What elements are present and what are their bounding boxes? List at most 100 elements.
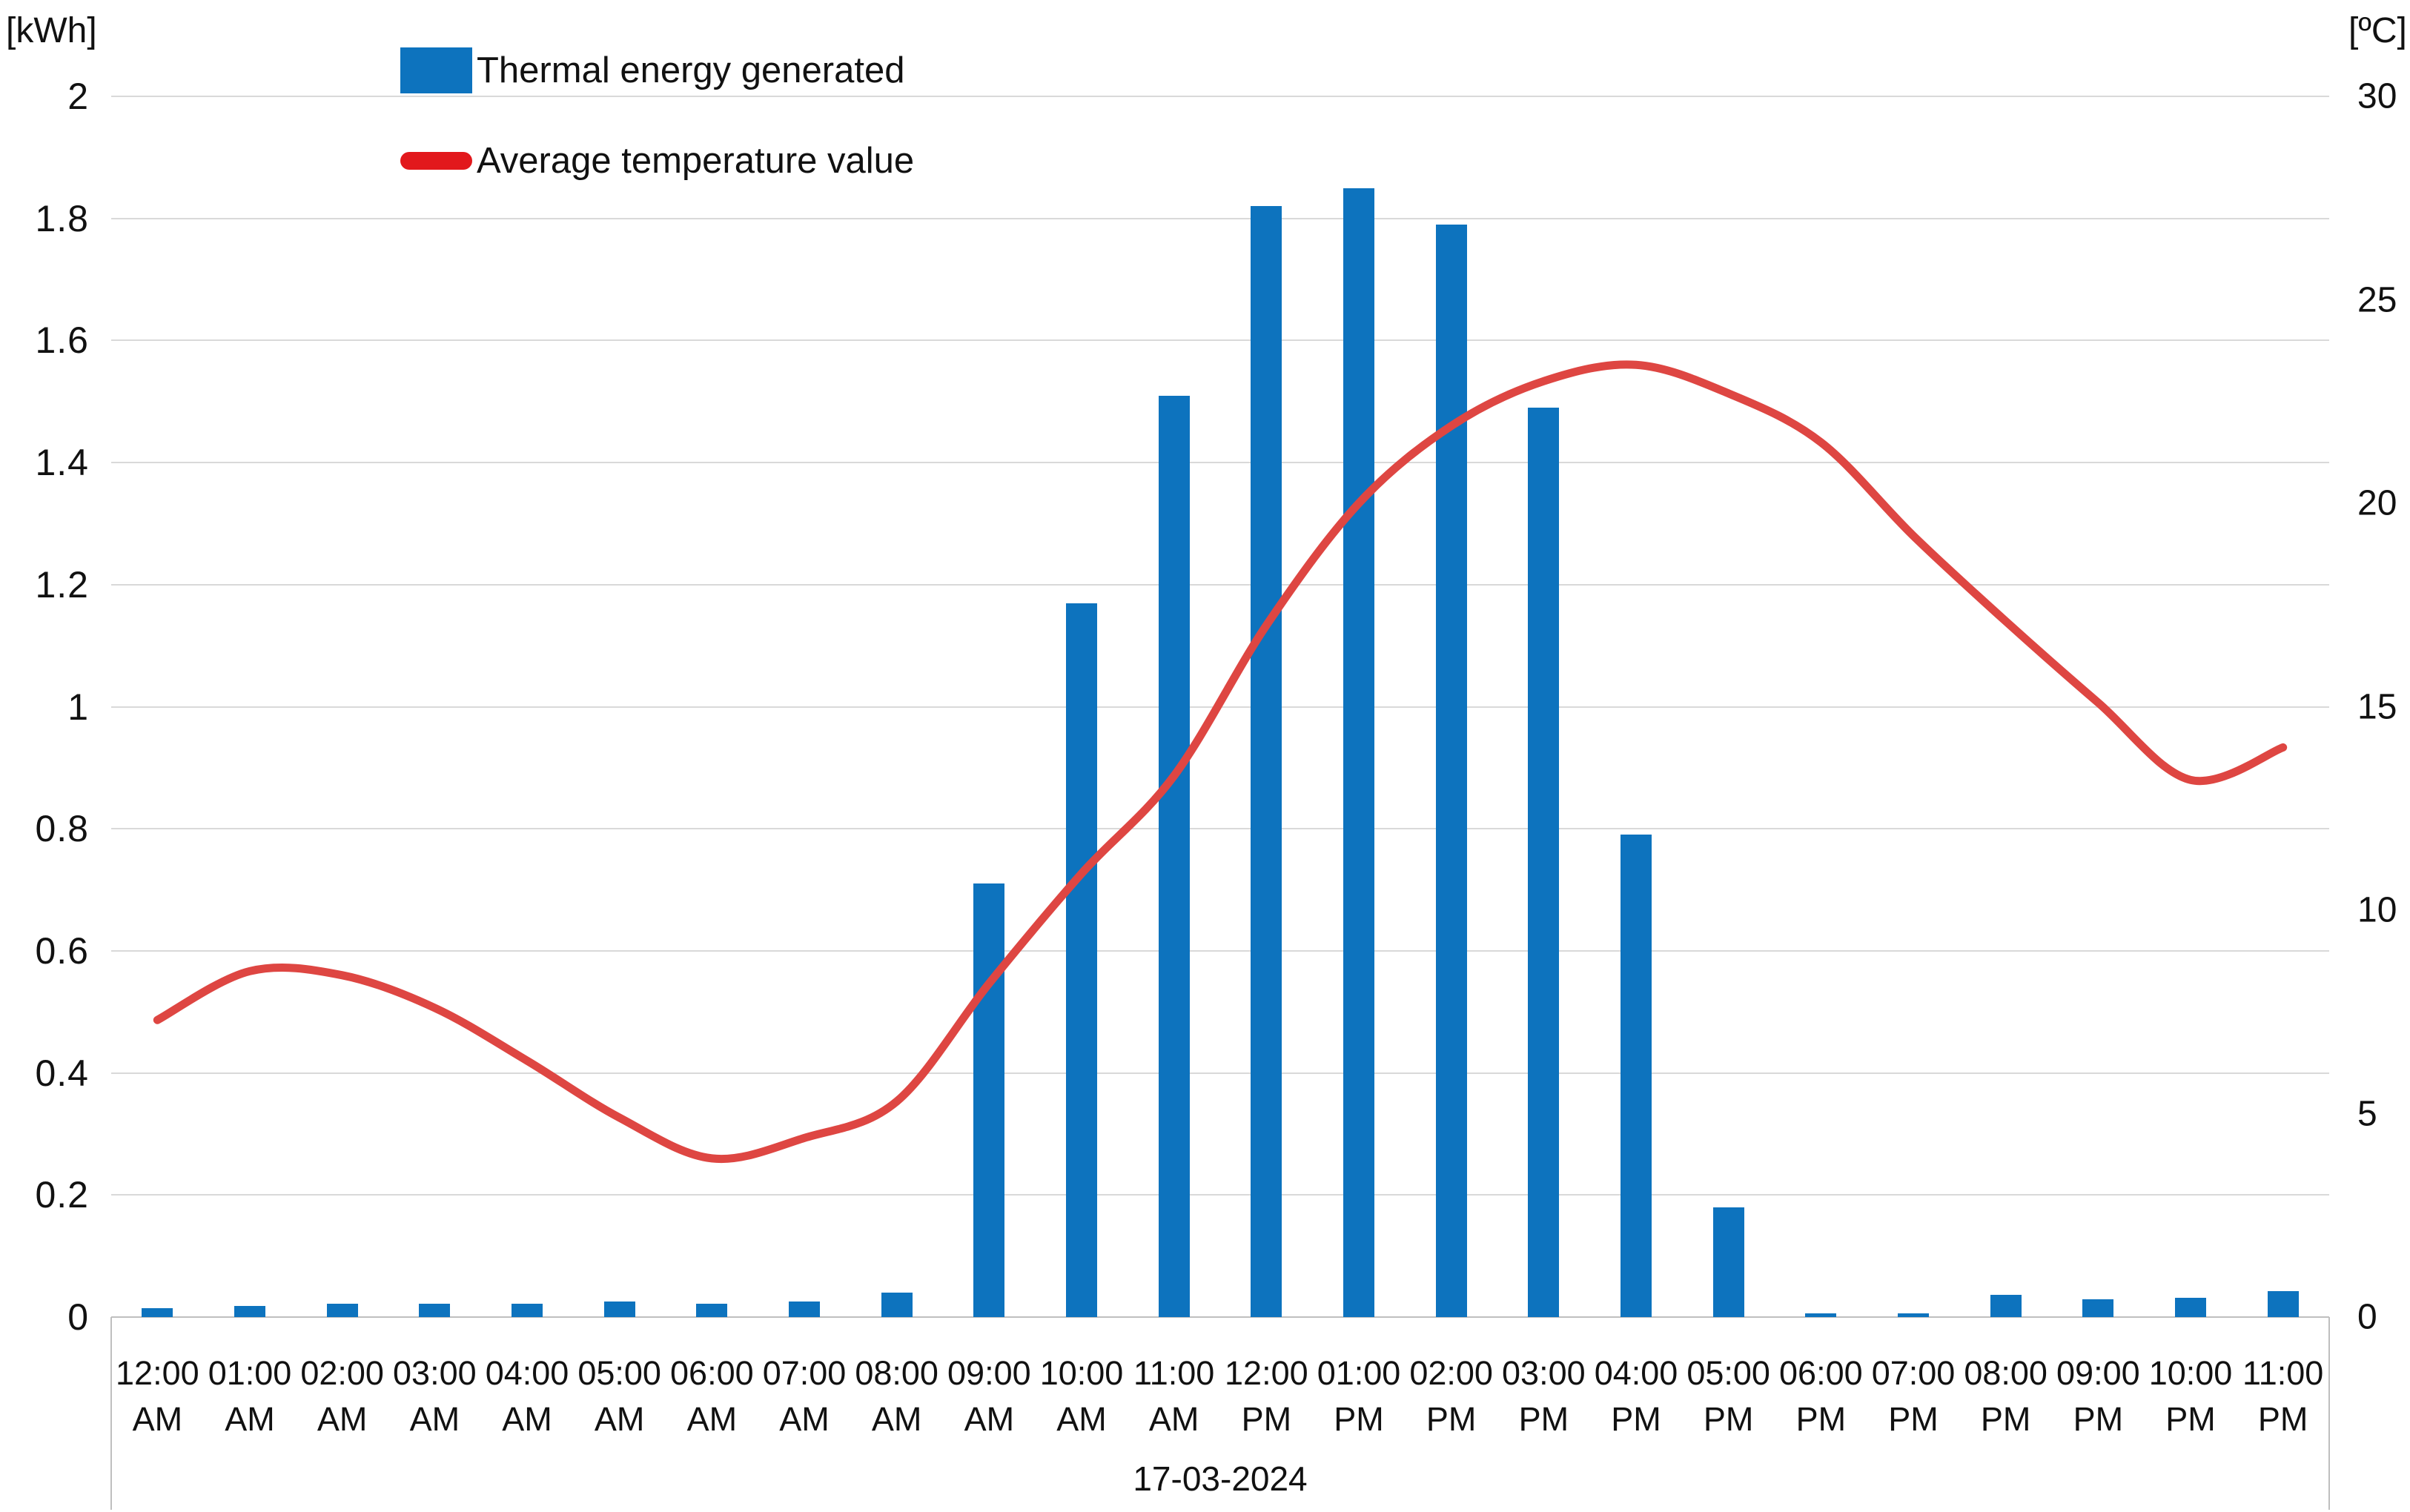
left-axis-tick: 1 (67, 686, 89, 728)
x-label-meridiem: AM (502, 1400, 552, 1438)
legend-label: Average temperature value (477, 141, 915, 181)
x-label-meridiem: PM (1980, 1400, 2031, 1438)
category-axis-border (2328, 1317, 2330, 1510)
x-axis-label: 12:00 AM (116, 1350, 199, 1442)
x-label-time: 03:00 (393, 1354, 477, 1392)
x-label-meridiem: PM (1518, 1400, 1569, 1438)
x-label-meridiem: PM (1703, 1400, 1754, 1438)
gridline (111, 1316, 2329, 1318)
x-axis-label: 04:00 AM (486, 1350, 569, 1442)
right-axis-tick: 0 (2357, 1297, 2377, 1337)
bar (1805, 1313, 1837, 1317)
x-label-meridiem: AM (132, 1400, 183, 1438)
bar (1621, 835, 1652, 1317)
right-axis-tick: 30 (2357, 76, 2397, 116)
bar (142, 1307, 173, 1317)
legend: Thermal energy generated Average tempera… (400, 41, 914, 190)
x-label-time: 06:00 (670, 1354, 754, 1392)
x-axis-label: 06:00 AM (670, 1350, 754, 1442)
x-label-meridiem: PM (1241, 1400, 1292, 1438)
bar (881, 1293, 913, 1317)
x-label-meridiem: AM (594, 1400, 645, 1438)
x-axis-label: 11:00 PM (2242, 1350, 2323, 1442)
x-axis-label: 05:00 PM (1686, 1350, 1770, 1442)
right-axis-tick: 5 (2357, 1094, 2377, 1133)
x-label-time: 12:00 (1225, 1354, 1308, 1392)
x-label-meridiem: PM (2073, 1400, 2124, 1438)
x-axis-date-label: 17-03-2024 (1133, 1459, 1308, 1498)
left-axis-tick: 1.2 (35, 563, 89, 606)
x-label-time: 01:00 (1317, 1354, 1401, 1392)
gridline (111, 706, 2329, 708)
x-label-meridiem: AM (317, 1400, 368, 1438)
x-axis-label: 02:00 PM (1409, 1350, 1493, 1442)
bar (1898, 1313, 1929, 1317)
x-axis-label: 01:00 PM (1317, 1350, 1401, 1442)
left-axis-tick: 0 (67, 1296, 89, 1338)
right-axis-tick: 15 (2357, 687, 2397, 726)
bar (419, 1303, 451, 1317)
legend-item-thermal-energy: Thermal energy generated (400, 41, 914, 100)
x-label-time: 07:00 (1871, 1354, 1956, 1392)
gridline (111, 339, 2329, 342)
x-axis-label: 07:00 PM (1872, 1350, 1956, 1442)
x-label-time: 12:00 (116, 1354, 199, 1392)
x-label-time: 10:00 (2148, 1354, 2233, 1392)
left-axis-tick: 2 (67, 76, 89, 117)
x-label-time: 04:00 (1594, 1354, 1678, 1392)
x-label-meridiem: PM (2257, 1400, 2308, 1438)
x-label-meridiem: PM (2165, 1400, 2216, 1438)
category-axis-border (110, 1317, 112, 1510)
bar (1435, 224, 1467, 1317)
x-axis-label: 06:00 PM (1779, 1350, 1863, 1442)
x-axis-label: 08:00 PM (1964, 1350, 2047, 1442)
bar (2175, 1297, 2206, 1317)
bar (326, 1303, 358, 1317)
bar (1066, 603, 1097, 1317)
gridline (111, 217, 2329, 219)
x-axis-label: 10:00 PM (2149, 1350, 2233, 1442)
gridline (111, 462, 2329, 464)
left-axis-title: [kWh] (6, 11, 97, 50)
bar (1712, 1207, 1744, 1317)
x-label-meridiem: AM (779, 1400, 830, 1438)
left-axis-tick: 0.8 (35, 808, 89, 850)
x-label-time: 10:00 (1039, 1354, 1124, 1392)
left-axis-tick: 1.6 (35, 319, 89, 362)
right-axis-title: [ºC] (2348, 11, 2407, 50)
bar (603, 1302, 635, 1317)
bar (789, 1302, 820, 1317)
gridline (111, 96, 2329, 97)
bar (512, 1303, 543, 1317)
x-label-time: 07:00 (762, 1354, 847, 1392)
x-label-time: 02:00 (300, 1354, 384, 1392)
x-axis-label: 03:00 AM (393, 1350, 477, 1442)
bar (2082, 1299, 2114, 1317)
x-label-meridiem: AM (964, 1400, 1015, 1438)
x-label-meridiem: PM (1611, 1400, 1661, 1438)
x-axis-label: 12:00 PM (1225, 1350, 1308, 1442)
right-axis-tick: 25 (2357, 280, 2397, 319)
legend-item-average-temperature: Average temperature value (400, 131, 914, 190)
left-axis-tick: 1.8 (35, 197, 89, 239)
x-label-meridiem: AM (871, 1400, 922, 1438)
x-axis-label: 04:00 PM (1595, 1350, 1678, 1442)
x-label-time: 08:00 (1964, 1354, 2047, 1392)
x-label-time: 04:00 (485, 1354, 569, 1392)
left-axis-tick: 1.4 (35, 442, 89, 484)
x-label-time: 09:00 (947, 1354, 1031, 1392)
bar (696, 1303, 728, 1317)
legend-label: Thermal energy generated (477, 50, 905, 90)
line-series-swatch (400, 152, 472, 170)
x-axis-label: 09:00 PM (2056, 1350, 2140, 1442)
gridline (111, 949, 2329, 952)
left-axis-tick: 0.2 (35, 1174, 89, 1216)
bar (1158, 395, 1190, 1317)
x-label-time: 05:00 (577, 1354, 661, 1392)
x-label-time: 11:00 (2242, 1354, 2324, 1392)
x-label-meridiem: PM (1888, 1400, 1939, 1438)
x-label-time: 03:00 (1502, 1354, 1586, 1392)
x-label-time: 01:00 (208, 1354, 292, 1392)
x-label-time: 06:00 (1779, 1354, 1863, 1392)
